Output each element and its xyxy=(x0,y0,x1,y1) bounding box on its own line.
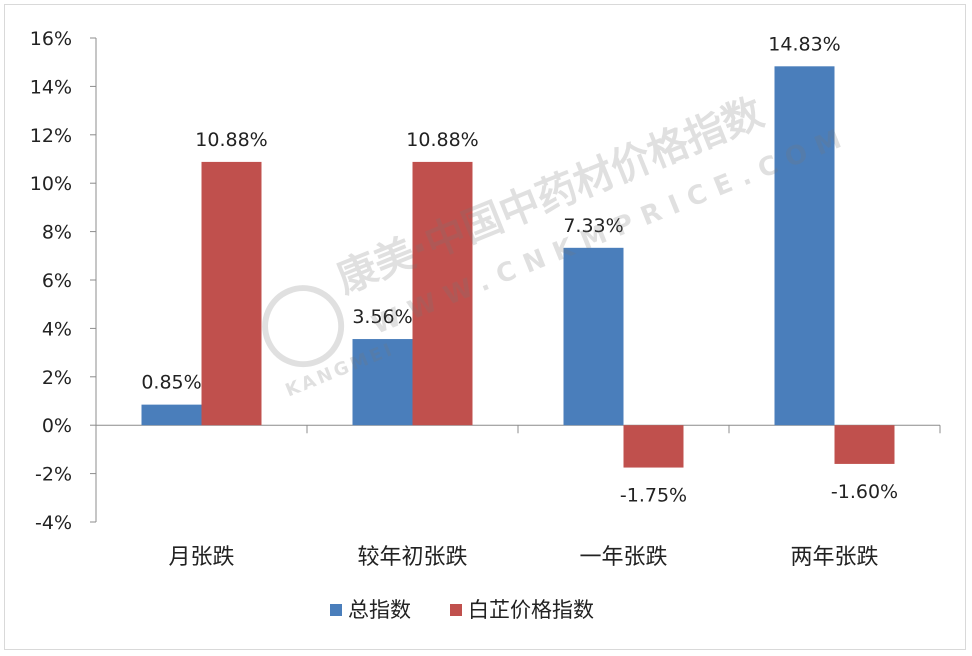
data-label: -1.75% xyxy=(620,485,687,507)
category-labels: 月张跌 较年初张跌 一年张跌 两年张跌 xyxy=(168,545,878,570)
legend-label: 总指数 xyxy=(348,598,411,622)
y-tick-label: -2% xyxy=(35,464,72,486)
data-label: 0.85% xyxy=(141,372,201,394)
data-label: -1.60% xyxy=(831,481,898,503)
data-label: 3.56% xyxy=(352,306,412,328)
watermark-logo xyxy=(262,285,345,368)
y-tick-label: 4% xyxy=(42,318,72,340)
legend-swatch xyxy=(450,604,462,616)
y-tick-label: 14% xyxy=(30,76,72,98)
bar-baizhi-index xyxy=(834,425,895,464)
y-tick-label: 10% xyxy=(30,173,72,195)
bar-total-index xyxy=(352,339,413,426)
bar-total-index xyxy=(141,404,202,426)
bars xyxy=(141,66,895,468)
y-tick-label: 6% xyxy=(42,270,72,292)
y-tick-label: 2% xyxy=(42,367,72,389)
bar-baizhi-index xyxy=(201,161,262,426)
data-label: 14.83% xyxy=(768,33,840,55)
data-label: 7.33% xyxy=(563,215,623,237)
x-axis xyxy=(95,424,941,434)
bar-total-index xyxy=(563,247,624,426)
y-tick-label: 8% xyxy=(42,222,72,244)
y-tick-label: -4% xyxy=(35,512,72,534)
legend-label: 白芷价格指数 xyxy=(468,598,594,622)
category-label: 两年张跌 xyxy=(790,545,878,570)
data-label: 10.88% xyxy=(195,129,267,151)
category-label: 较年初张跌 xyxy=(357,545,467,570)
y-tick-label: 16% xyxy=(30,28,72,50)
bar-total-index xyxy=(774,66,835,426)
data-labels: 0.85% 10.88% 3.56% 10.88% 7.33% -1.75% 14.83% -… xyxy=(141,33,898,506)
data-label: 10.88% xyxy=(406,129,478,151)
bar-baizhi-index xyxy=(412,161,473,426)
chart-frame xyxy=(4,4,966,650)
y-axis: 16% 14% 12% 10% 8% 6% 4% 2% 0% -2% -4% xyxy=(30,28,97,534)
y-tick-label: 0% xyxy=(42,415,72,437)
legend-swatch xyxy=(330,604,342,616)
watermark: 康美·中国中药材价格指数 WWW.CNKMPRICE.COM KANGMEI xyxy=(262,90,855,401)
category-label: 月张跌 xyxy=(168,545,234,570)
category-label: 一年张跌 xyxy=(579,545,667,570)
y-tick-label: 12% xyxy=(30,125,72,147)
bar-baizhi-index xyxy=(623,425,684,468)
legend: 总指数 白芷价格指数 xyxy=(330,598,594,622)
